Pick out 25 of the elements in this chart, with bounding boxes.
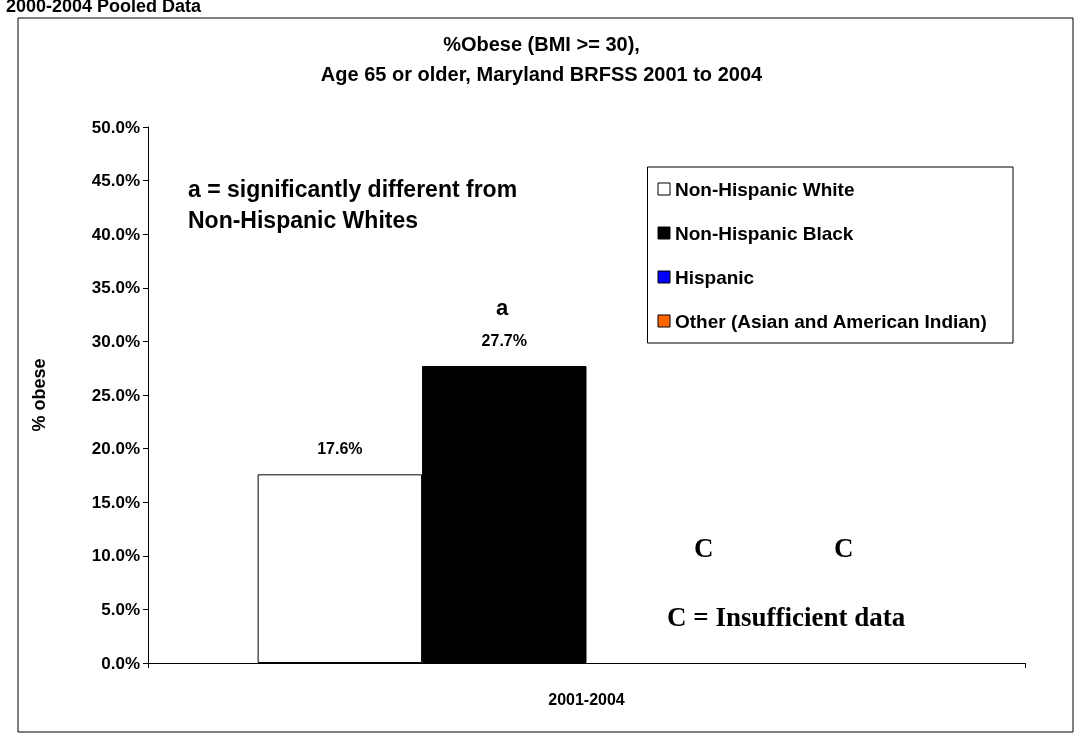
y-tick-label: 15.0%	[91, 492, 140, 512]
y-tick-label: 35.0%	[91, 278, 140, 298]
data-label: 17.6%	[317, 439, 363, 457]
y-tick-label: 10.0%	[91, 546, 140, 566]
y-tick-label: 45.0%	[91, 171, 140, 191]
y-tick-label: 0.0%	[101, 653, 140, 673]
y-tick-label: 30.0%	[91, 331, 140, 351]
annotation: C	[834, 532, 854, 563]
annotation: a	[496, 294, 509, 320]
legend-label: Hispanic	[675, 266, 755, 288]
chart-title: %Obese (BMI >= 30), Age 65 or older, Maryland BRFSS 2001 to 2004	[320, 33, 764, 85]
y-tick-label: 40.0%	[91, 224, 140, 244]
y-axis-title: % obese	[29, 358, 49, 432]
data-label: 27.7%	[481, 331, 527, 349]
y-tick-label: 20.0%	[91, 439, 140, 459]
annotation: C	[694, 532, 714, 563]
y-tick-label: 25.0%	[91, 385, 140, 405]
y-tick-label: 5.0%	[101, 599, 140, 619]
annotation: C = Insufficient data	[667, 601, 906, 632]
y-tick-label: 50.0%	[91, 117, 140, 137]
annotation: a = significantly different from Non-Hispanic Whites	[188, 175, 518, 233]
x-tick-label: 2001-2004	[548, 690, 625, 708]
legend-label: Non-Hispanic White	[675, 178, 855, 200]
legend-label: Other (Asian and American Indian)	[675, 310, 987, 332]
legend-label: Non-Hispanic Black	[675, 222, 854, 244]
